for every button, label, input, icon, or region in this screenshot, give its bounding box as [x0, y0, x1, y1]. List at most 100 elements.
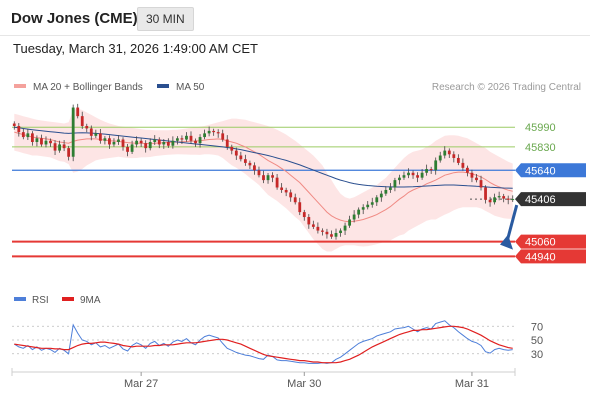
candle-body	[357, 209, 361, 215]
header-bar: Dow Jones (CME) 30 MIN	[0, 0, 590, 36]
candle-body	[40, 138, 43, 145]
candle-body	[130, 144, 134, 152]
legend-swatch-1	[157, 84, 169, 88]
candle-body	[243, 159, 247, 163]
level-label-45406: 45406	[525, 194, 556, 206]
osc-legend-swatch-0	[14, 297, 26, 301]
candle-body	[302, 212, 306, 218]
candle-body	[511, 199, 515, 201]
osc-legend-label-1: 9MA	[80, 295, 101, 306]
candle-body	[321, 230, 324, 232]
candle-body	[108, 138, 111, 145]
candle-body	[330, 234, 333, 237]
candle-body	[425, 169, 429, 173]
rsi-tick-30: 30	[531, 349, 543, 361]
candle-body	[239, 155, 243, 160]
candle-body	[420, 172, 424, 178]
candle-body	[393, 180, 397, 188]
level-tag-44940	[515, 249, 586, 264]
candle-body	[117, 139, 120, 142]
forecast-arrow-head	[500, 234, 513, 250]
candle-body	[325, 231, 329, 235]
candle-body	[384, 189, 388, 194]
candle-body	[502, 196, 506, 199]
candle-body	[85, 125, 89, 129]
rsi-line	[14, 320, 513, 364]
osc-legend-swatch-1	[62, 297, 74, 301]
candle-body	[162, 141, 166, 145]
candle-body	[62, 144, 66, 149]
level-label-45830: 45830	[525, 142, 556, 154]
candle-body	[94, 133, 98, 136]
level-label-45060: 45060	[525, 237, 556, 249]
candle-body	[452, 154, 456, 158]
candle-body	[461, 162, 465, 168]
candle-body	[166, 141, 170, 146]
candle-body	[257, 170, 261, 176]
candle-body	[339, 230, 342, 234]
candle-body	[198, 137, 202, 144]
candle-body	[311, 224, 315, 227]
candle-body	[506, 198, 510, 200]
candle-body	[71, 107, 75, 157]
candle-body	[248, 162, 252, 166]
candle-body	[375, 197, 379, 203]
rsi-ma-line	[14, 325, 513, 364]
level-label-44940: 44940	[525, 251, 556, 263]
candle-body	[370, 202, 374, 205]
candle-body	[407, 172, 410, 176]
candle-body	[203, 133, 206, 138]
legend-label-0: MA 20 + Bollinger Bands	[33, 82, 143, 93]
candle-body	[148, 141, 152, 149]
candle-body	[402, 175, 406, 178]
candle-body	[366, 204, 370, 208]
candle-body	[434, 160, 438, 171]
ma20-line	[14, 131, 513, 223]
candle-body	[275, 177, 279, 188]
candle-body	[493, 197, 497, 203]
candle-body	[348, 219, 352, 226]
candle-body	[80, 116, 84, 126]
candle-body	[280, 187, 284, 190]
candle-body	[225, 139, 229, 147]
candle-body	[379, 193, 383, 198]
candle-body	[438, 155, 442, 161]
level-label-45990: 45990	[525, 122, 556, 134]
candle-body	[334, 233, 338, 237]
candle-body	[470, 172, 474, 178]
candle-body	[171, 140, 175, 146]
candle-body	[194, 140, 197, 144]
credit-label: Research © 2026 Trading Central	[432, 82, 581, 93]
candle-body	[266, 175, 270, 181]
candle-body	[298, 202, 302, 213]
candle-body	[475, 177, 478, 181]
candle-body	[212, 130, 216, 133]
candle-body	[289, 192, 293, 198]
candle-body	[443, 150, 447, 156]
candle-body	[98, 133, 102, 141]
x-tick-label-0: Mar 27	[124, 378, 158, 390]
instrument-title: Dow Jones (CME)	[11, 10, 138, 27]
candle-body	[293, 197, 297, 203]
candle-body	[398, 177, 401, 181]
candle-body	[221, 133, 225, 140]
forecast-arrow-shaft	[505, 204, 519, 243]
candle-body	[144, 143, 148, 149]
candle-body	[67, 148, 71, 157]
x-tick-label-1: Mar 30	[287, 378, 321, 390]
candle-body	[175, 138, 179, 141]
candle-body	[343, 225, 347, 231]
timeframe-badge[interactable]: 30 MIN	[137, 7, 194, 31]
candle-body	[35, 138, 39, 142]
candle-body	[21, 132, 25, 138]
candle-body	[17, 125, 21, 133]
candle-body	[352, 214, 356, 220]
rsi-tick-70: 70	[531, 321, 543, 333]
level-tag-45406	[515, 192, 586, 207]
candle-body	[58, 144, 61, 151]
candle-body	[135, 140, 139, 145]
candle-body	[388, 187, 392, 190]
candle-body	[49, 140, 52, 144]
candle-body	[53, 143, 57, 151]
candle-body	[284, 189, 288, 193]
